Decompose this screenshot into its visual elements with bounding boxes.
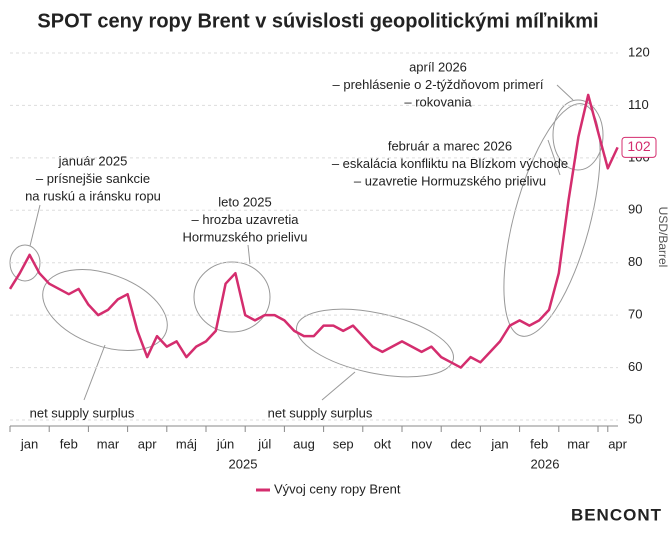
last-value-label: 102 <box>627 138 651 154</box>
brand: BENCONT <box>571 505 662 524</box>
annotation: – rokovania <box>404 94 472 109</box>
legend-label: Vývoj ceny ropy Brent <box>274 481 401 496</box>
x-tick-label: jún <box>216 436 234 451</box>
annotation: – prehlásenie o 2-týždňovom primerí <box>333 77 544 92</box>
annotation-shapes <box>9 84 604 401</box>
y-tick-label: 70 <box>628 307 642 322</box>
year-label: 2025 <box>229 456 258 471</box>
year-label: 2026 <box>531 456 560 471</box>
annotation: – prísnejšie sankcie <box>36 171 150 186</box>
annotation: – hrozba uzavretia <box>192 212 300 227</box>
annotation: február a marec 2026 <box>388 138 512 153</box>
y-tick-label: 120 <box>628 44 650 59</box>
annotation: – uzavretie Hormuzského prielivu <box>354 173 546 188</box>
x-tick-label: feb <box>60 436 78 451</box>
x-tick-label: mar <box>567 436 590 451</box>
y-tick-label: 60 <box>628 359 642 374</box>
chart-title: SPOT ceny ropy Brent v súvislosti geopol… <box>37 10 598 32</box>
x-tick-label: okt <box>374 436 392 451</box>
annotation: apríl 2026 <box>409 59 467 74</box>
annotation: na ruskú a iránsku ropu <box>25 188 161 203</box>
x-tick-label: nov <box>411 436 432 451</box>
x-tick-label: mar <box>97 436 120 451</box>
annotation: – eskalácia konfliktu na Blízkom východe <box>332 156 568 171</box>
y-tick-label: 110 <box>628 97 649 112</box>
y-tick-label: 80 <box>628 254 642 269</box>
x-tick-label: apr <box>138 436 157 451</box>
x-tick-label: sep <box>333 436 354 451</box>
annotation: net supply surplus <box>30 405 135 420</box>
x-tick-label: aug <box>293 436 315 451</box>
x-tick-label: júl <box>257 436 271 451</box>
annotation: net supply surplus <box>268 405 373 420</box>
x-tick-label: apr <box>608 436 627 451</box>
annotation: Hormuzského prielivu <box>183 229 308 244</box>
last-value-box <box>621 136 657 158</box>
series-line <box>8 93 619 369</box>
x-tick-label: jan <box>490 436 508 451</box>
x-tick-label: máj <box>176 436 197 451</box>
x-tick-label: jan <box>20 436 38 451</box>
y-tick-label: 90 <box>628 202 642 217</box>
x-tick-label: feb <box>530 436 548 451</box>
y-axis-label: USD/Barrel <box>656 207 670 268</box>
annotation: január 2025 <box>58 153 128 168</box>
y-tick-label: 50 <box>628 411 642 426</box>
annotation: leto 2025 <box>218 194 272 209</box>
x-tick-label: dec <box>450 436 471 451</box>
